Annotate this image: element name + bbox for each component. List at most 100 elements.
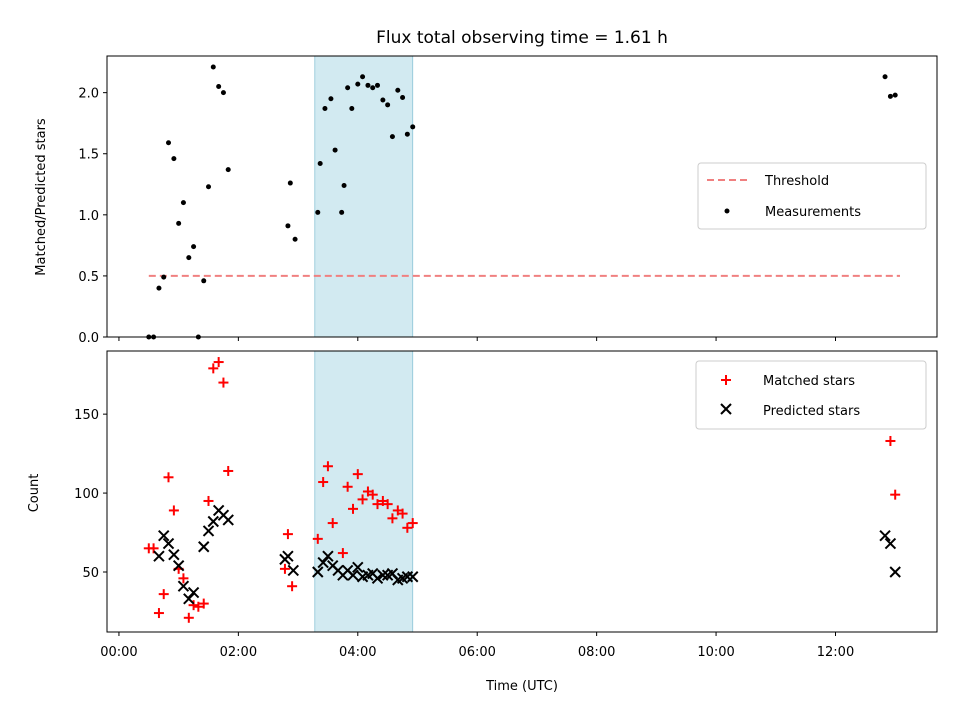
bottom-axes-frame [106,350,938,633]
predicted-star-point [889,566,901,578]
measurement-point [161,274,167,280]
matched-star-point [282,529,293,540]
predicted-star-point [187,586,200,599]
matched-star-point [188,600,199,611]
x-tick-label: 02:00 [220,645,257,660]
matched-star-point [372,499,383,510]
y-tick-label: 2.0 [78,87,99,102]
measurement-point [389,134,395,140]
matched-star-point [890,489,901,500]
matched-star-point [322,461,333,472]
predicted-star-point [183,593,195,605]
measurement-point [365,82,371,88]
predicted-star-point [222,514,234,526]
predicted-star-point [371,572,384,585]
y-tick-label: 150 [74,408,99,423]
bottom-y-ticks: 50 100 150 [74,408,107,581]
predicted-star-point [347,569,359,581]
measurement-point [341,183,347,189]
predicted-star-point [172,559,185,572]
measurement-point [339,209,345,215]
measurement-point [385,102,391,108]
matched-star-point [885,435,896,446]
matched-star-point [382,499,393,510]
measurement-point [285,223,291,229]
y-tick-label: 0.0 [78,331,99,346]
measurement-point [176,220,182,226]
bottom-legend-box [695,360,927,430]
measurement-point [400,95,406,101]
measurement-point [317,161,323,167]
matched-star-point [327,518,338,529]
measurement-point [328,96,334,102]
predicted-star-point [322,550,334,562]
top-legend-box [697,162,927,230]
x-axis-label: Time (UTC) [485,679,558,694]
predicted-star-point [202,525,215,537]
bottom-legend: Matched stars Predicted stars [695,360,927,430]
matched-star-point [183,612,194,623]
y-tick-label: 50 [82,566,99,581]
measurement-point [882,74,888,80]
matched-star-point [163,472,174,483]
matched-star-point [208,363,219,374]
matched-star-point [312,533,323,544]
top-panel: 0.00.51.01.52.0 Matched/Predicted stars … [34,55,938,346]
matched-star-point [168,505,179,516]
matched-star-point [357,494,368,505]
bottom-y-axis-label: Count [27,474,42,513]
measurement-point [210,64,216,70]
predicted-star-point [282,550,294,562]
measurement-point [216,84,222,90]
top-axes-frame [106,55,938,338]
measurement-point [404,131,410,137]
x-tick-label: 06:00 [458,645,495,660]
predicted-star-point [168,548,180,561]
measurement-point [220,90,226,96]
matched-star-point [153,608,164,619]
predicted-star-point [177,580,190,592]
measurement-point [315,209,321,215]
predicted-stars-legend-icon [720,403,732,415]
matched-star-point [223,465,234,476]
measurement-point [186,255,192,261]
measurement-point [225,167,231,173]
x-tick-label: 00:00 [100,645,137,660]
predicted-star-point [158,529,170,542]
matched-star-point [318,477,329,488]
matched-star-point [387,513,398,524]
measurement-point [287,180,293,186]
predicted-star-point [407,571,419,583]
matched-star-point [158,589,169,600]
measurement-point [191,244,197,250]
predicted-star-point [153,550,165,562]
matched-star-point [402,522,413,533]
x-tick-label: 08:00 [578,645,615,660]
measurement-point [355,81,361,87]
measurement-point [206,184,212,190]
top-highlight-span [314,55,414,338]
measurement-point [360,74,366,80]
matched-star-point [193,601,204,612]
matched-stars-legend-label: Matched stars [763,374,855,389]
matched-stars-legend-icon [721,375,731,385]
y-tick-label: 1.0 [78,209,99,224]
measurement-point [166,140,172,146]
measurement-point [201,278,207,284]
y-tick-label: 100 [74,487,99,502]
bottom-x-ticks: 00:00 02:00 04:00 06:00 08:00 10:00 12:00 [100,632,854,660]
matched-star-point [203,495,214,506]
predicted-star-point [287,564,300,577]
predicted-stars-legend-label: Predicted stars [763,404,860,419]
y-tick-label: 0.5 [78,270,99,285]
y-tick-label: 1.5 [78,148,99,163]
predicted-star-point [884,537,897,550]
predicted-star-point [207,515,219,528]
predicted-star-point [162,537,175,550]
predicted-star-point [317,556,329,569]
measurements-legend-label: Measurements [765,205,861,220]
predicted-star-point [352,561,364,573]
top-legend: Threshold Measurements [697,162,927,230]
chart-title: Flux total observing time = 1.61 h [376,28,668,48]
